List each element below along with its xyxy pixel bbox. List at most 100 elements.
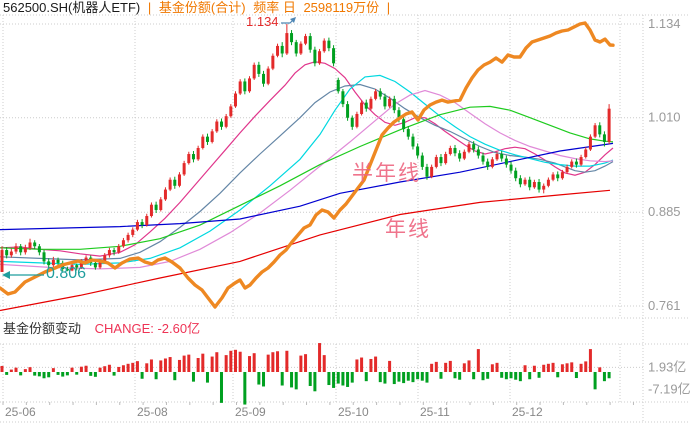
- candle-up: [103, 255, 107, 262]
- candle-up: [355, 113, 359, 127]
- half-year-line-label: 半年线: [352, 162, 421, 185]
- volume-bar-down: [112, 372, 116, 376]
- candle-up: [215, 121, 219, 132]
- candle-down: [173, 179, 177, 186]
- volume-bar-down: [280, 372, 284, 386]
- candle-down: [406, 129, 410, 137]
- candle-up: [182, 163, 186, 175]
- candle-up: [224, 116, 228, 127]
- volume-bar-down: [262, 372, 266, 387]
- volume-bar-down: [336, 372, 340, 384]
- candle-up: [14, 246, 18, 252]
- volume-bar-down: [257, 372, 261, 385]
- ma-line-7: [0, 189, 611, 312]
- candle-up: [168, 179, 172, 190]
- volume-bar-up: [252, 353, 256, 372]
- volume-bar-up: [285, 350, 289, 372]
- candle-down: [481, 155, 485, 162]
- volume-bar-down: [500, 372, 504, 378]
- volume-bar-down: [47, 372, 51, 378]
- volume-bar-up: [149, 359, 153, 372]
- candle-up: [159, 199, 163, 210]
- candle-down: [37, 246, 41, 253]
- candle-up: [388, 98, 392, 107]
- candle-up: [121, 240, 125, 247]
- candle-down: [290, 33, 294, 43]
- volume-bar-up: [304, 354, 308, 372]
- candle-up: [117, 246, 121, 253]
- candle-down: [154, 204, 158, 210]
- candle-down: [341, 91, 345, 105]
- volume-bar-down: [332, 372, 336, 388]
- volume-bar-up: [266, 354, 270, 372]
- ma-line-4: [0, 89, 614, 270]
- candle-down: [313, 49, 317, 64]
- y-axis-label: 0.885: [648, 204, 681, 219]
- candle-up: [607, 108, 611, 142]
- candle-up: [210, 131, 214, 142]
- volume-bar-down: [313, 372, 317, 392]
- high-price-marker: 1.134: [246, 14, 279, 29]
- ma-line-6: [0, 142, 614, 231]
- candle-up: [0, 250, 4, 272]
- candle-down: [112, 250, 116, 253]
- volume-bar-down: [61, 372, 65, 377]
- candle-up: [196, 147, 200, 160]
- candle-up: [149, 204, 153, 217]
- volume-bar-down: [173, 372, 177, 381]
- volume-bar-down: [140, 372, 144, 379]
- volume-bar-up: [430, 363, 434, 372]
- volume-bar-up: [107, 364, 111, 372]
- volume-bar-down: [556, 372, 560, 378]
- volume-bar-up: [70, 367, 74, 372]
- volume-bar-up: [196, 358, 200, 372]
- volume-bar-up: [551, 362, 555, 372]
- candle-down: [262, 73, 266, 84]
- volume-bar-up: [23, 369, 27, 372]
- candle-down: [439, 157, 443, 164]
- candle-down: [5, 250, 9, 256]
- candle-up: [304, 36, 308, 44]
- candle-down: [280, 45, 284, 54]
- candle-up: [299, 43, 303, 54]
- volume-bar-up: [187, 354, 191, 372]
- volume-bar-up: [84, 365, 88, 372]
- candle-down: [392, 98, 396, 111]
- candle-up: [430, 166, 434, 177]
- volume-bar-up: [182, 355, 186, 372]
- candle-up: [490, 159, 494, 167]
- x-axis-label: 25-09: [235, 405, 266, 419]
- volume-bar-up: [360, 357, 364, 372]
- candle-down: [332, 48, 336, 64]
- candle-down: [93, 262, 97, 268]
- volume-bar-up: [201, 353, 205, 372]
- volume-bar-up: [229, 350, 233, 372]
- change-value: CHANGE: -2.60亿: [94, 321, 201, 336]
- volume-bar-down: [56, 372, 60, 375]
- volume-bar-up: [476, 349, 480, 372]
- candle-up: [145, 216, 149, 226]
- year-line-label: 年线: [385, 218, 431, 241]
- volume-bar-up: [299, 355, 303, 372]
- volume-bar-down: [402, 372, 406, 384]
- candle-up: [322, 40, 326, 52]
- volume-bar-up: [355, 359, 359, 372]
- volume-bar-up: [145, 363, 149, 372]
- share-total-value: 2598119万份: [303, 0, 380, 15]
- volume-bar-down: [205, 372, 209, 383]
- candle-down: [47, 261, 51, 266]
- sub-panel-header: 基金份额变动 CHANGE: -2.60亿: [3, 321, 201, 336]
- x-axis-label: 25-08: [137, 405, 168, 419]
- candle-up: [126, 234, 130, 241]
- volume-bar-down: [397, 372, 401, 382]
- candle-down: [528, 179, 532, 188]
- volume-bar-down: [392, 372, 396, 385]
- candle-down: [383, 96, 387, 107]
- candle-down: [537, 182, 541, 190]
- volume-bar-down: [37, 372, 41, 377]
- volume-bar-down: [518, 372, 522, 382]
- candle-down: [327, 40, 331, 49]
- candle-up: [318, 51, 322, 64]
- candle-up: [584, 149, 588, 158]
